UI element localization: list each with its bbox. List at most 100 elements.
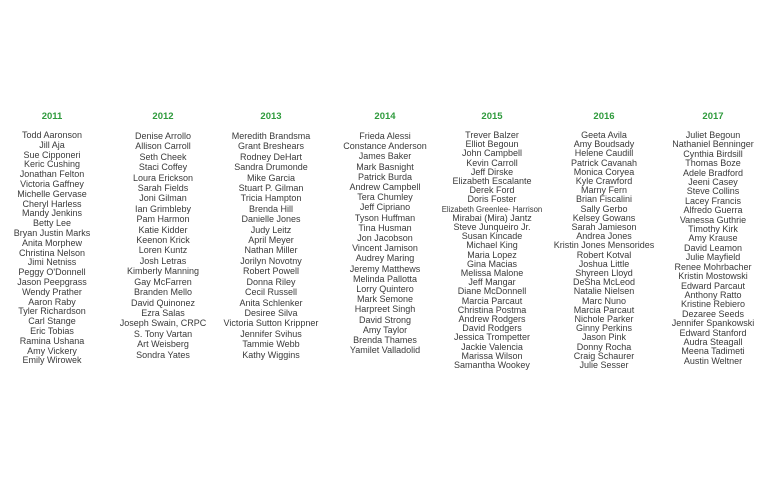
list-item: Lacey Francis xyxy=(684,195,742,206)
list-item: Robert Powell xyxy=(242,266,300,277)
list-item: Art Weisberg xyxy=(137,339,189,350)
list-item: Eric Tobias xyxy=(30,325,74,336)
year-heading: 2011 xyxy=(41,111,63,122)
list-item: Juliet Begoun xyxy=(685,130,741,140)
list-item: David Leamon xyxy=(683,242,743,253)
list-item: Diane McDonnell xyxy=(457,286,527,297)
year-column-2012: 2012 Denise Arrollo Allison Carroll Seth Ch… xyxy=(98,111,228,360)
list-item: Craig Schaurer xyxy=(573,350,635,361)
list-item: Branden Mello xyxy=(133,287,193,298)
list-item: Victoria Sutton Krippner xyxy=(223,318,319,329)
list-item: Amy Boudsady xyxy=(573,139,635,150)
list-item: Andrew Rodgers xyxy=(458,314,526,325)
list-item: Andrew Campbell xyxy=(349,182,421,193)
list-item: Jeremy Matthews xyxy=(349,263,421,274)
list-item: Anita Schlenker xyxy=(239,297,303,308)
list-item: Grant Breshears xyxy=(237,141,305,152)
list-item: Mike Garcia xyxy=(246,172,295,183)
list-item: Jessica Trompetter xyxy=(453,332,531,343)
list-item: Allison Carroll xyxy=(135,141,191,152)
list-item: Timothy Kirk xyxy=(688,224,738,235)
list-item: Aaron Raby xyxy=(28,296,76,307)
name-list: Juliet Begoun Nathaniel Benninger Cynthia … xyxy=(648,130,768,366)
year-heading: 2013 xyxy=(260,111,282,122)
year-column-2011: 2011 Todd Aaronson Jill Aja Sue Cipponeri Ke… xyxy=(0,111,117,366)
list-item: Brenda Hill xyxy=(248,203,294,214)
year-column-2015: 2015 Trever Balzer Elliot Begoun John Campb… xyxy=(427,111,557,370)
name-list: Trever Balzer Elliot Begoun John Campbell K… xyxy=(427,130,557,370)
list-item: Keenon Krick xyxy=(136,235,190,246)
list-item: Elizabeth Greenlee- Harrison xyxy=(441,204,543,214)
list-item: Meena Tadimeti xyxy=(681,346,745,357)
list-item: Cecil Russell xyxy=(244,287,297,298)
list-item: Renee Mohrbacher xyxy=(674,261,752,272)
list-item: Edward Stanford xyxy=(679,327,747,338)
list-item: Tyson Huffman xyxy=(354,212,416,223)
list-item: Dezaree Seeds xyxy=(681,308,745,319)
list-item: Betty Lee xyxy=(32,218,72,229)
name-list: Denise Arrollo Allison Carroll Seth Cheek S… xyxy=(98,131,228,360)
list-item: Todd Aaronson xyxy=(21,130,83,140)
list-item: Vincent Jamison xyxy=(352,243,418,254)
list-item: Jeeni Casey xyxy=(688,177,738,188)
list-item: Cynthia Birdsill xyxy=(683,148,743,159)
list-item: Kevin Carroll xyxy=(466,157,518,168)
list-item: Desiree Silva xyxy=(244,307,298,318)
list-item: Victoria Gaffney xyxy=(20,178,84,189)
list-item: Kimberly Manning xyxy=(126,266,200,277)
year-column-2016: 2016 Geeta Avila Amy Boudsady Helene Caudil… xyxy=(539,111,669,370)
name-list: Meredith Brandsma Grant Breshears Rodney D… xyxy=(206,131,336,360)
list-item: Kristin Mostowski xyxy=(678,271,748,282)
list-item: Kelsey Gowans xyxy=(572,212,636,223)
list-item: John Campbell xyxy=(461,148,523,159)
year-column-2014: 2014 Frieda Alessi Constance Anderson James… xyxy=(320,111,450,355)
list-item: James Baker xyxy=(358,151,412,162)
list-item: S. Tony Vartan xyxy=(133,328,193,339)
list-item: Nathan Miller xyxy=(244,245,298,256)
list-item: Staci Coffey xyxy=(138,162,188,173)
list-item: Carl Stange xyxy=(28,316,76,327)
list-item: Michelle Gervase xyxy=(17,188,87,199)
list-item: Cheryl Harless xyxy=(22,198,82,209)
list-item: Tera Chumley xyxy=(357,192,413,203)
list-item: David Strong xyxy=(358,314,412,325)
list-item: Joshua Little xyxy=(578,258,630,269)
list-item: Kathy Wiggins xyxy=(242,349,300,360)
list-item: Brenda Thames xyxy=(353,335,417,346)
list-item: Adele Bradford xyxy=(682,167,744,178)
list-item: Natalie Nielsen xyxy=(573,286,635,297)
list-item: Steve Collins xyxy=(686,186,740,197)
list-item: Judy Leitz xyxy=(250,224,292,235)
list-item: Christina Nelson xyxy=(18,247,86,258)
list-item: Ginny Perkins xyxy=(575,323,633,334)
list-item: Marcia Parcaut xyxy=(461,295,523,306)
list-item: Josh Letras xyxy=(139,255,187,266)
list-item: Gay McFarren xyxy=(134,276,192,287)
list-item: Robert Kotval xyxy=(576,249,632,260)
list-item: Keric Cushing xyxy=(23,159,81,170)
list-item: Donna Riley xyxy=(246,276,296,287)
list-item: Denise Arrollo xyxy=(134,131,192,141)
list-item: Jackie Valencia xyxy=(461,341,523,352)
list-item: Steve Junqueiro Jr. xyxy=(453,222,531,233)
list-item: Kristin Jones Mensorides xyxy=(553,240,655,251)
list-item: Tyler Richardson xyxy=(18,306,86,317)
list-item: Doris Foster xyxy=(467,194,517,205)
list-item: Joni Gilman xyxy=(139,193,187,204)
list-item: Frieda Alessi xyxy=(359,131,411,141)
list-item: Loura Erickson xyxy=(132,172,194,183)
list-item: Sondra Yates xyxy=(136,349,190,360)
list-item: Tina Husman xyxy=(358,222,412,233)
list-item: Brian Fiscalini xyxy=(575,194,633,205)
list-item: Sarah Fields xyxy=(137,183,189,194)
list-item: Marissa Wilson xyxy=(461,350,523,361)
list-item: Loren Kuntz xyxy=(138,245,188,256)
list-item: Amy Krause xyxy=(688,233,738,244)
list-item: Wendy Prather xyxy=(22,286,82,297)
list-item: Bryan Justin Marks xyxy=(13,227,91,238)
list-item: Jennifer Svihus xyxy=(240,328,302,339)
list-item: Marcia Parcaut xyxy=(573,304,635,315)
list-item: Audra Steagall xyxy=(683,336,743,347)
list-item: Andrea Jones xyxy=(576,231,632,242)
list-item: Thomas Boze xyxy=(685,158,741,169)
